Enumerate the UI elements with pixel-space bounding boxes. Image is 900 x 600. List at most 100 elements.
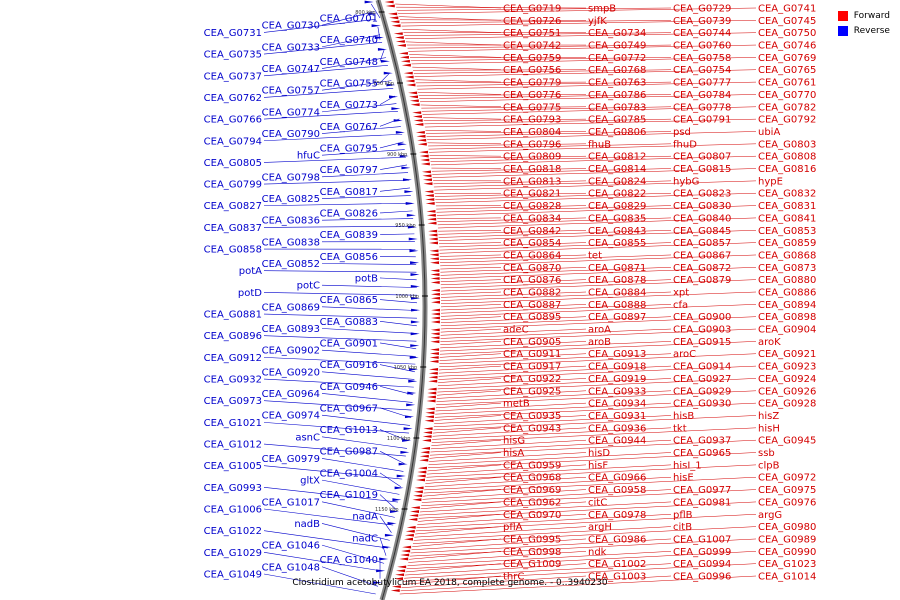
- reverse-gene-label[interactable]: CEA_G0901: [320, 338, 378, 349]
- forward-gene-label[interactable]: CEA_G0857: [673, 238, 731, 249]
- forward-gene-label[interactable]: CEA_G0919: [588, 374, 646, 385]
- forward-gene-label[interactable]: CEA_G0832: [758, 189, 816, 200]
- forward-gene-label[interactable]: CEA_G0754: [673, 65, 731, 76]
- forward-gene-label[interactable]: CEA_G0813: [503, 176, 561, 187]
- forward-gene-label[interactable]: CEA_G0742: [503, 41, 561, 52]
- forward-gene-label[interactable]: CEA_G0746: [758, 41, 816, 52]
- reverse-gene-label[interactable]: nadC: [352, 533, 378, 544]
- forward-gene-label[interactable]: CEA_G0880: [758, 275, 816, 286]
- reverse-gene-label[interactable]: CEA_G0865: [320, 295, 378, 306]
- forward-gene-label[interactable]: CEA_G0905: [503, 337, 561, 348]
- reverse-gene-label[interactable]: CEA_G0869: [262, 302, 320, 313]
- reverse-gene-label[interactable]: CEA_G0735: [204, 50, 262, 61]
- reverse-gene-label[interactable]: CEA_G0731: [204, 28, 262, 39]
- forward-gene-label[interactable]: tkt: [673, 423, 687, 434]
- reverse-gene-label[interactable]: potA: [239, 266, 262, 277]
- forward-gene-label[interactable]: CEA_G0807: [673, 152, 731, 163]
- forward-gene-label[interactable]: clpB: [758, 460, 780, 471]
- reverse-gene-label[interactable]: CEA_G1006: [204, 505, 262, 516]
- forward-gene-label[interactable]: CEA_G0887: [503, 300, 561, 311]
- forward-gene-label[interactable]: xpt: [673, 288, 689, 299]
- forward-gene-label[interactable]: hisB: [673, 411, 694, 422]
- forward-gene-label[interactable]: CEA_G0808: [758, 152, 816, 163]
- forward-gene-label[interactable]: CEA_G0734: [588, 28, 646, 39]
- forward-gene-label[interactable]: CEA_G0924: [758, 374, 816, 385]
- reverse-gene-label[interactable]: nadA: [352, 512, 378, 523]
- reverse-gene-label[interactable]: CEA_G0805: [204, 158, 262, 169]
- forward-gene-label[interactable]: CEA_G0898: [758, 312, 816, 323]
- forward-gene-label[interactable]: CEA_G0765: [758, 65, 816, 76]
- forward-gene-label[interactable]: CEA_G0996: [673, 572, 731, 583]
- forward-gene-label[interactable]: ssb: [758, 448, 775, 459]
- reverse-gene-label[interactable]: CEA_G0827: [204, 201, 262, 212]
- forward-gene-label[interactable]: CEA_G0745: [758, 16, 816, 27]
- forward-gene-label[interactable]: CEA_G0772: [588, 53, 646, 64]
- reverse-gene-label[interactable]: CEA_G1013: [320, 425, 378, 436]
- forward-gene-label[interactable]: CEA_G0841: [758, 213, 816, 224]
- forward-gene-label[interactable]: CEA_G0814: [588, 164, 646, 175]
- forward-gene-label[interactable]: adeC: [503, 325, 529, 336]
- forward-gene-label[interactable]: CEA_G0867: [673, 250, 731, 261]
- forward-gene-label[interactable]: CEA_G0994: [673, 559, 731, 570]
- forward-gene-label[interactable]: hisE: [673, 473, 694, 484]
- forward-gene-label[interactable]: CEA_G0935: [503, 411, 561, 422]
- forward-gene-label[interactable]: CEA_G0834: [503, 213, 561, 224]
- forward-gene-label[interactable]: CEA_G0855: [588, 238, 646, 249]
- forward-gene-label[interactable]: CEA_G0959: [503, 460, 561, 471]
- forward-gene-label[interactable]: CEA_G0756: [503, 65, 561, 76]
- forward-gene-label[interactable]: CEA_G0958: [588, 485, 646, 496]
- forward-gene-label[interactable]: CEA_G0821: [503, 189, 561, 200]
- forward-gene-label[interactable]: CEA_G0922: [503, 374, 561, 385]
- reverse-gene-label[interactable]: CEA_G0748: [320, 57, 378, 68]
- forward-gene-label[interactable]: CEA_G0923: [758, 362, 816, 373]
- forward-gene-label[interactable]: CEA_G0989: [758, 534, 816, 545]
- forward-gene-label[interactable]: CEA_G0966: [588, 473, 646, 484]
- forward-gene-label[interactable]: thrC: [503, 572, 524, 583]
- forward-gene-label[interactable]: CEA_G0853: [758, 226, 816, 237]
- forward-gene-label[interactable]: CEA_G0944: [588, 436, 646, 447]
- forward-gene-label[interactable]: CEA_G0977: [673, 485, 731, 496]
- reverse-gene-label[interactable]: CEA_G1019: [320, 490, 378, 501]
- forward-gene-label[interactable]: CEA_G0758: [673, 53, 731, 64]
- forward-gene-label[interactable]: CEA_G0770: [758, 90, 816, 101]
- forward-gene-label[interactable]: CEA_G0763: [588, 78, 646, 89]
- forward-gene-label[interactable]: CEA_G0835: [588, 213, 646, 224]
- reverse-gene-label[interactable]: CEA_G0920: [262, 367, 320, 378]
- forward-gene-label[interactable]: CEA_G0823: [673, 189, 731, 200]
- reverse-gene-label[interactable]: CEA_G0733: [262, 42, 320, 53]
- reverse-gene-label[interactable]: CEA_G0902: [262, 346, 320, 357]
- forward-gene-label[interactable]: CEA_G0930: [673, 399, 731, 410]
- forward-gene-label[interactable]: CEA_G0895: [503, 312, 561, 323]
- forward-gene-label[interactable]: pflA: [503, 522, 523, 533]
- forward-gene-label[interactable]: CEA_G0761: [758, 78, 816, 89]
- forward-gene-label[interactable]: CEA_G0729: [673, 4, 731, 15]
- forward-gene-label[interactable]: fhuD: [673, 139, 697, 150]
- reverse-gene-label[interactable]: CEA_G0852: [262, 259, 320, 270]
- reverse-gene-label[interactable]: CEA_G1029: [204, 548, 262, 559]
- forward-gene-label[interactable]: CEA_G0904: [758, 325, 816, 336]
- reverse-gene-label[interactable]: CEA_G0740: [320, 35, 378, 46]
- reverse-gene-label[interactable]: CEA_G0916: [320, 360, 378, 371]
- forward-gene-label[interactable]: CEA_G0986: [588, 534, 646, 545]
- reverse-gene-label[interactable]: hfuC: [297, 151, 320, 162]
- forward-gene-label[interactable]: CEA_G0792: [758, 115, 816, 126]
- forward-gene-label[interactable]: CEA_G0782: [758, 102, 816, 113]
- forward-gene-label[interactable]: CEA_G1009: [503, 559, 561, 570]
- reverse-gene-label[interactable]: CEA_G0836: [262, 216, 320, 227]
- forward-gene-label[interactable]: CEA_G0868: [758, 250, 816, 261]
- forward-gene-label[interactable]: CEA_G0972: [758, 473, 816, 484]
- forward-gene-label[interactable]: cfa: [673, 300, 688, 311]
- reverse-gene-label[interactable]: CEA_G0790: [262, 129, 320, 140]
- reverse-gene-label[interactable]: CEA_G0798: [262, 172, 320, 183]
- forward-gene-label[interactable]: CEA_G0751: [503, 28, 561, 39]
- forward-gene-label[interactable]: hypE: [758, 176, 783, 187]
- forward-gene-label[interactable]: hisF: [588, 460, 608, 471]
- forward-gene-label[interactable]: citC: [588, 497, 607, 508]
- forward-gene-label[interactable]: CEA_G0897: [588, 312, 646, 323]
- forward-gene-label[interactable]: CEA_G0870: [503, 263, 561, 274]
- forward-gene-label[interactable]: CEA_G0864: [503, 250, 561, 261]
- forward-gene-label[interactable]: CEA_G0926: [758, 386, 816, 397]
- forward-gene-label[interactable]: CEA_G0968: [503, 473, 561, 484]
- reverse-gene-label[interactable]: CEA_G0839: [320, 230, 378, 241]
- reverse-gene-label[interactable]: CEA_G0766: [204, 115, 262, 126]
